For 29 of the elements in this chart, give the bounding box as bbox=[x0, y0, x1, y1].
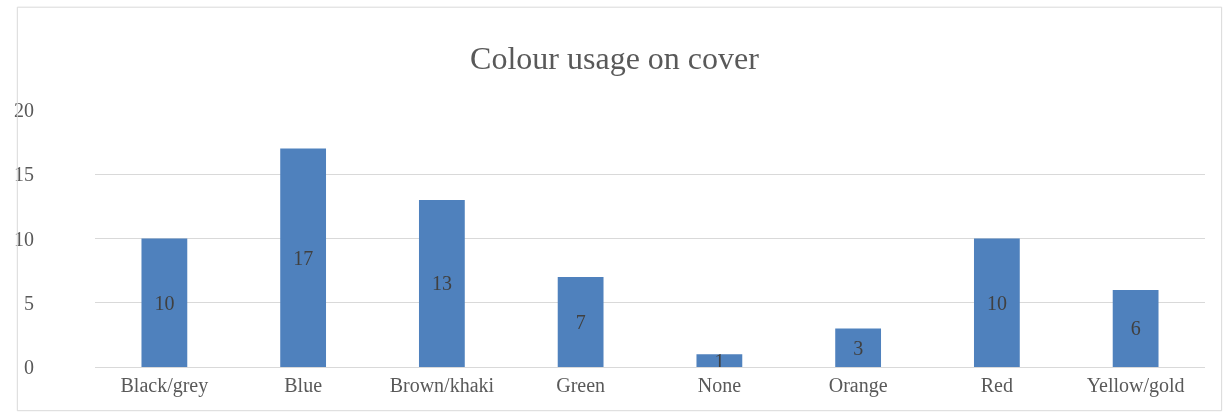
data-label: 17 bbox=[293, 246, 314, 269]
x-tick-label: Black/grey bbox=[120, 374, 209, 397]
bar bbox=[280, 148, 327, 367]
x-tick-label: Brown/khaki bbox=[389, 374, 495, 396]
x-tick-label: Blue bbox=[284, 374, 323, 396]
data-label: 10 bbox=[986, 291, 1007, 314]
y-tick-label: 5 bbox=[24, 291, 34, 314]
y-tick-label: 0 bbox=[24, 356, 34, 378]
bar bbox=[1112, 289, 1159, 367]
y-tick-label: 10 bbox=[14, 227, 34, 250]
x-tick-label: Orange bbox=[828, 374, 888, 397]
bar bbox=[973, 238, 1020, 367]
bar bbox=[696, 354, 743, 367]
chart-title: Colour usage on cover bbox=[470, 40, 760, 77]
data-label: 6 bbox=[1130, 317, 1141, 340]
x-tick-label: Red bbox=[980, 374, 1013, 396]
bar bbox=[835, 328, 882, 367]
y-tick-label: 15 bbox=[14, 163, 34, 186]
data-label: 10 bbox=[154, 291, 175, 314]
x-tick-label: Green bbox=[556, 374, 606, 396]
bar bbox=[141, 238, 188, 367]
data-label: 3 bbox=[853, 336, 864, 359]
bar bbox=[557, 277, 604, 367]
data-label: 7 bbox=[575, 311, 586, 334]
bar bbox=[418, 199, 465, 367]
y-tick-label: 20 bbox=[14, 99, 34, 121]
x-tick-label: Yellow/gold bbox=[1086, 374, 1185, 397]
data-label: 13 bbox=[431, 272, 452, 295]
x-tick-label: None bbox=[697, 374, 742, 396]
